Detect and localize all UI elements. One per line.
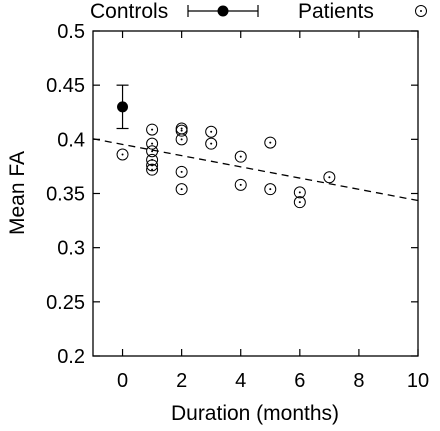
marker-ring	[175, 183, 188, 196]
marker-dot	[239, 155, 242, 158]
point-patients	[146, 163, 159, 176]
legend-marker-dotted	[415, 5, 427, 17]
marker-dot	[151, 168, 154, 171]
marker-dot	[239, 183, 242, 186]
point-controls	[116, 84, 129, 130]
y-tick-label: 0.3	[57, 238, 85, 260]
marker-dot	[269, 188, 272, 191]
point-patients	[116, 148, 129, 161]
point-patients	[323, 171, 336, 184]
marker-dot	[210, 130, 213, 133]
marker-ring	[415, 5, 427, 17]
marker-ring	[234, 150, 247, 163]
point-patients	[146, 145, 159, 158]
point-patients	[175, 124, 188, 137]
marker-ring	[116, 148, 129, 161]
marker-ring	[146, 163, 159, 176]
legend-swatch-controls	[187, 5, 259, 17]
point-patients	[205, 137, 218, 150]
marker-dot	[180, 188, 183, 191]
marker-dot	[180, 138, 183, 141]
data-points	[116, 84, 336, 209]
trend-line	[92, 138, 419, 202]
x-tick-label: 6	[294, 370, 305, 392]
marker-ring	[175, 124, 188, 137]
marker-ring	[264, 183, 277, 196]
legend-label-controls: Controls	[90, 0, 168, 23]
y-tick-label: 0.5	[57, 21, 85, 43]
point-patients	[234, 150, 247, 163]
point-patients	[293, 196, 306, 209]
y-tick-label: 0.25	[46, 292, 85, 314]
x-tick-label: 0	[117, 370, 128, 392]
marker-dot	[328, 176, 331, 179]
legend: Controls Patients	[90, 0, 427, 23]
point-patients	[175, 183, 188, 196]
point-patients	[205, 125, 218, 138]
point-patients	[175, 122, 188, 135]
point-patients	[234, 178, 247, 191]
marker-filled	[117, 101, 129, 113]
marker-dot	[298, 191, 301, 194]
marker-dot	[298, 201, 301, 204]
marker-dot	[180, 127, 183, 130]
marker-dot	[420, 10, 422, 12]
marker-dot	[151, 142, 154, 145]
y-tick-label: 0.35	[46, 184, 85, 206]
marker-ring	[146, 123, 159, 136]
marker-ring	[293, 186, 306, 199]
marker-ring	[323, 171, 336, 184]
point-patients	[146, 123, 159, 136]
marker-ring	[205, 137, 218, 150]
marker-ring	[293, 196, 306, 209]
marker-ring	[205, 125, 218, 138]
legend-marker-filled	[217, 5, 229, 17]
marker-ring	[264, 136, 277, 149]
point-patients	[146, 137, 159, 150]
x-tick-label: 10	[407, 370, 429, 392]
point-patients	[175, 165, 188, 178]
x-tick-label: 8	[353, 370, 364, 392]
point-patients	[264, 136, 277, 149]
y-axis-label: Mean FA	[6, 151, 29, 235]
y-tick-label: 0.4	[57, 129, 85, 151]
marker-ring	[146, 137, 159, 150]
x-tick-label: 4	[235, 370, 246, 392]
axis-ticks: 0 2 4 6 8 10 0.2 0.25 0.3 0.35 0.4 0.45 0.5	[46, 21, 429, 392]
y-tick-label: 0.45	[46, 75, 85, 97]
marker-dot	[210, 142, 213, 145]
marker-ring	[234, 178, 247, 191]
legend-swatch-patients	[415, 5, 427, 17]
marker-dot	[269, 141, 272, 144]
x-axis-label: Duration (months)	[171, 402, 339, 425]
trend-line-group	[92, 138, 419, 202]
marker-dot	[151, 164, 154, 167]
marker-ring	[146, 159, 159, 172]
plot-frame	[92, 30, 419, 357]
point-patients	[175, 133, 188, 146]
y-tick-label: 0.2	[57, 346, 85, 368]
marker-ring	[175, 165, 188, 178]
legend-label-patients: Patients	[298, 0, 374, 23]
marker-dot	[180, 170, 183, 173]
point-patients	[264, 183, 277, 196]
marker-dot	[151, 128, 154, 131]
point-patients	[293, 186, 306, 199]
point-patients	[146, 159, 159, 172]
marker-dot	[180, 129, 183, 132]
marker-ring	[175, 133, 188, 146]
marker-dot	[151, 150, 154, 153]
marker-dot	[121, 153, 124, 156]
x-tick-label: 2	[176, 370, 187, 392]
marker-ring	[146, 145, 159, 158]
